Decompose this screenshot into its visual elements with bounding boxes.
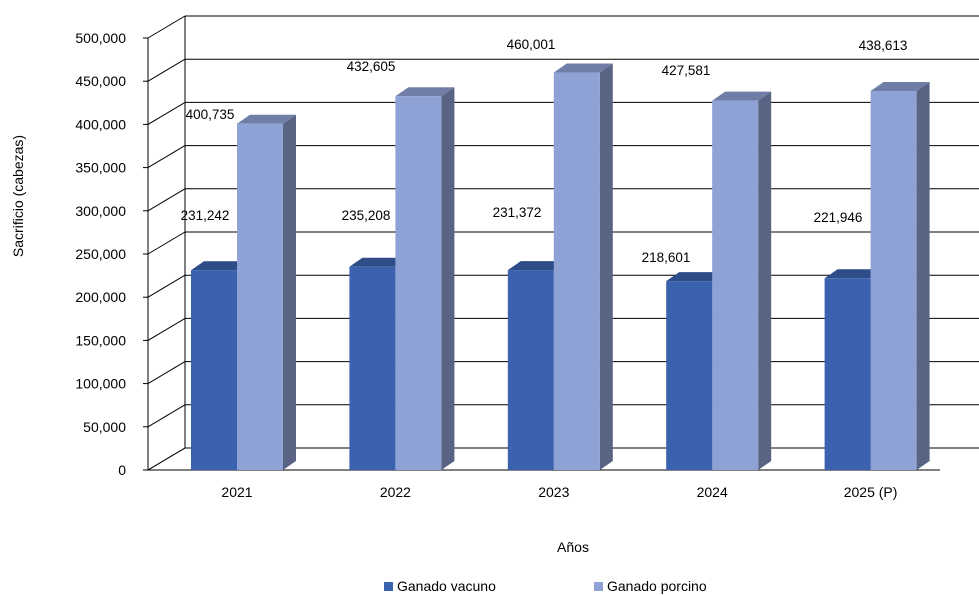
bar-side (441, 87, 455, 470)
gridline-side (147, 231, 186, 255)
y-tick-labels: 0 50,000 100,000 150,000 200,000 250,000 300,0… (75, 30, 126, 478)
y-tick-label: 100,000 (75, 376, 126, 392)
data-label: 460,001 (507, 37, 556, 52)
x-tick-label: 2025 (P) (844, 484, 898, 500)
bar-top (237, 114, 296, 124)
y-tick-label: 50,000 (83, 419, 126, 435)
bar (191, 270, 237, 470)
gridline-side (147, 145, 186, 169)
x-tick-label: 2021 (221, 484, 252, 500)
bar (824, 278, 871, 470)
bar-top (666, 272, 726, 282)
bar-side (758, 91, 772, 471)
bar (666, 281, 713, 470)
y-tick-label: 400,000 (75, 116, 126, 132)
gridline-side (147, 58, 186, 82)
y-tick-label: 350,000 (75, 160, 126, 176)
x-tick-labels: 2021 2022 2023 2024 2025 (P) (221, 484, 897, 500)
gridline-side (147, 15, 186, 39)
y-tick-label: 500,000 (75, 30, 126, 46)
data-label: 438,613 (859, 38, 908, 53)
bar-top (395, 87, 455, 97)
data-label: 235,208 (342, 208, 391, 223)
gridline-side (147, 101, 186, 125)
bar (870, 91, 917, 471)
legend-swatch-porcino (594, 582, 603, 591)
bar (395, 96, 442, 470)
bar-side (599, 63, 613, 470)
y-tick-label: 0 (118, 462, 126, 478)
y-tick-label: 450,000 (75, 73, 126, 89)
bar-top (507, 261, 567, 271)
bar (553, 72, 600, 470)
data-label: 400,735 (186, 107, 235, 122)
y-tick-label: 300,000 (75, 203, 126, 219)
bar-top (870, 82, 930, 92)
bar-top (349, 257, 409, 267)
bar-top (824, 269, 884, 279)
bar-side (916, 82, 930, 471)
bar-top (553, 63, 613, 73)
gridline-side (147, 188, 186, 212)
data-label: 231,242 (181, 208, 230, 223)
x-tick-label: 2024 (697, 484, 728, 500)
bar (507, 270, 554, 470)
y-tick-label: 250,000 (75, 246, 126, 262)
bars (191, 63, 930, 471)
gridline-side (147, 447, 186, 471)
data-label: 427,581 (662, 63, 711, 78)
bar-top (191, 261, 250, 271)
legend-label-porcino: Ganado porcino (607, 578, 707, 594)
y-axis-title: Sacrificio (cabezas) (10, 135, 26, 257)
data-label: 231,372 (493, 205, 542, 220)
data-label: 432,605 (347, 59, 396, 74)
bar (712, 100, 759, 471)
legend-swatch-vacuno (384, 582, 393, 591)
data-label: 221,946 (814, 210, 863, 225)
bar-top (712, 91, 772, 101)
bar-side (283, 114, 296, 471)
x-tick-label: 2022 (380, 484, 411, 500)
data-labels: 231,242 400,735 235,208 432,605 231,372 460,0… (181, 37, 908, 265)
gridline-side (147, 404, 186, 428)
legend-label-vacuno: Ganado vacuno (397, 578, 496, 594)
bar (237, 123, 283, 471)
x-axis-title: Años (557, 539, 589, 555)
x-tick-label: 2023 (538, 484, 569, 500)
gridline-side (147, 361, 186, 385)
y-tick-label: 200,000 (75, 289, 126, 305)
data-label: 218,601 (642, 250, 691, 265)
y-tick-label: 150,000 (75, 332, 126, 348)
gridline-side (147, 317, 186, 341)
bar (349, 266, 396, 470)
legend: Ganado vacuno Ganado porcino (384, 578, 707, 594)
gridline-side (147, 274, 186, 298)
